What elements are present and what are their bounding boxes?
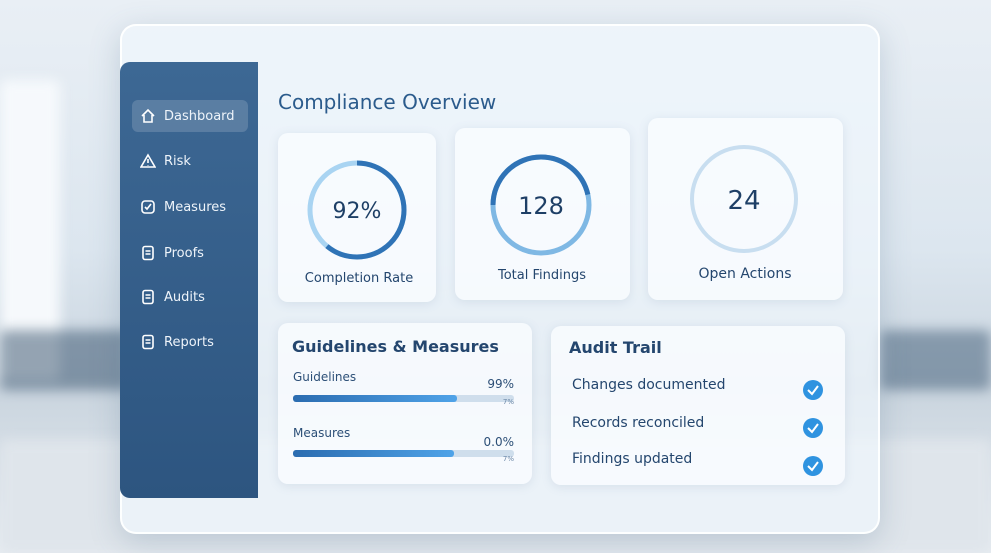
check-icon	[803, 418, 823, 438]
nav-label: Reports	[164, 334, 214, 350]
row-value: 0.0%	[483, 435, 515, 449]
ring-progress	[307, 160, 407, 260]
stat-label: Open Actions	[699, 266, 792, 282]
progress-bar	[293, 450, 514, 457]
stat-value: 24	[727, 186, 760, 216]
background-chair	[0, 330, 130, 390]
card-title: Audit Trail	[569, 338, 662, 357]
doc-icon	[142, 289, 154, 305]
stat-value: 92%	[333, 199, 382, 224]
ring-progress	[490, 154, 592, 256]
progress-fill	[293, 450, 455, 457]
card-title: Guidelines & Measures	[292, 337, 499, 356]
measures-icon	[141, 200, 155, 214]
row-value: 99%	[487, 377, 514, 391]
nav-item[interactable]: Reports	[132, 326, 248, 358]
nav-label: Measures	[164, 199, 227, 215]
audit-card	[551, 326, 845, 485]
nav-item[interactable]: Proofs	[132, 237, 248, 269]
nav-label: Audits	[164, 289, 205, 305]
row-sub: 7%	[502, 398, 514, 406]
doc-icon	[142, 245, 154, 261]
nav-item[interactable]: Dashboard	[132, 100, 248, 132]
nav-item[interactable]: Measures	[132, 191, 248, 223]
doc-icon	[142, 334, 154, 350]
row-sub: 7%	[502, 455, 514, 463]
audit-item: Changes documented	[572, 377, 726, 393]
home-icon	[141, 108, 155, 123]
stat-label: Completion Rate	[305, 271, 413, 286]
audit-item: Findings updated	[572, 451, 693, 467]
progress-fill	[293, 395, 457, 402]
nav-label: Risk	[164, 153, 191, 169]
risk-icon	[140, 153, 156, 168]
nav-item[interactable]: Audits	[132, 281, 248, 313]
ring-track	[690, 145, 798, 253]
row-label: Guidelines	[293, 370, 357, 384]
page-title: Compliance Overview	[278, 90, 497, 114]
background-chair	[880, 330, 991, 390]
stat-value: 128	[518, 192, 564, 220]
row-label: Measures	[293, 426, 351, 440]
nav-label: Dashboard	[164, 108, 235, 124]
sidebar	[120, 62, 258, 498]
stat-label: Total Findings	[497, 268, 586, 283]
check-icon	[803, 380, 823, 400]
progress-bar	[293, 395, 514, 402]
guidelines-card	[278, 323, 532, 484]
audit-item: Records reconciled	[572, 415, 705, 431]
nav-item[interactable]: Risk	[132, 145, 248, 177]
nav-label: Proofs	[164, 245, 204, 261]
check-icon	[803, 456, 823, 476]
